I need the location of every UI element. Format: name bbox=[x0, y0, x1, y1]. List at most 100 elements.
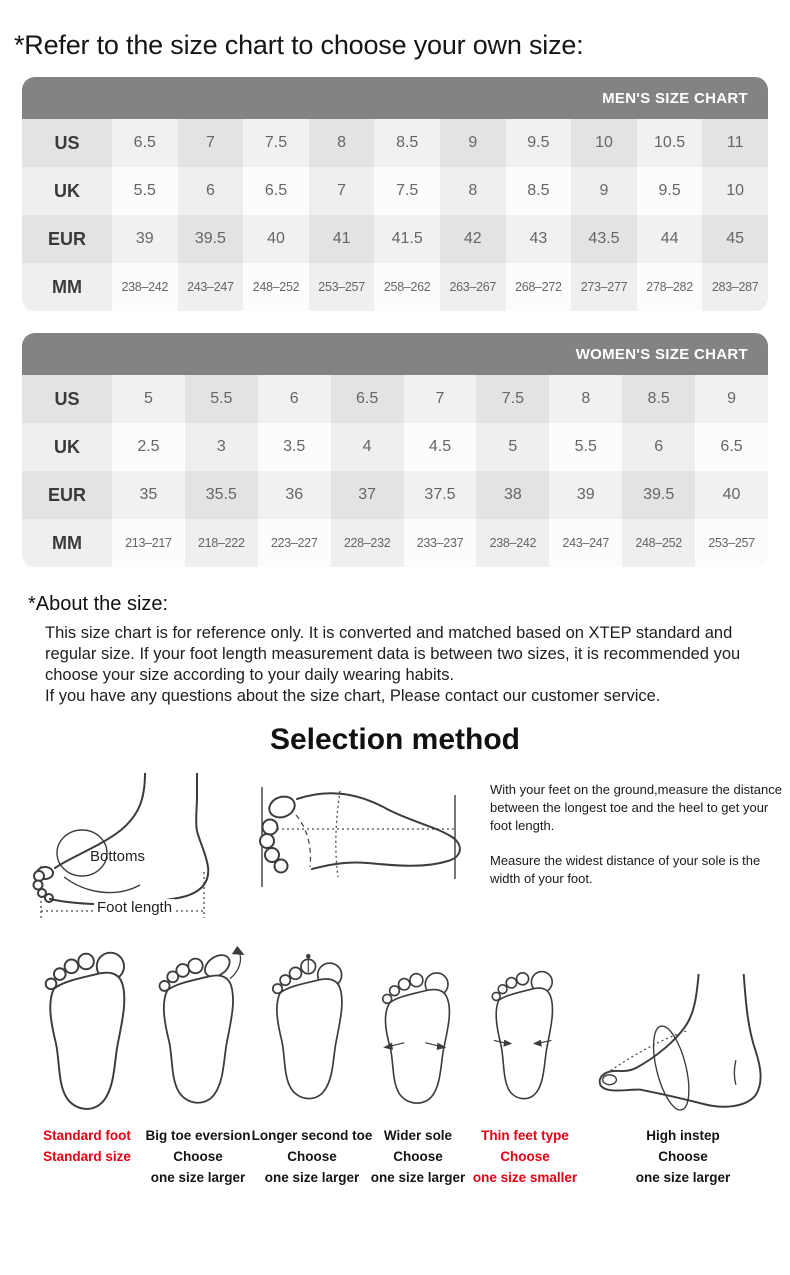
size-cell: 283–287 bbox=[702, 263, 768, 311]
foot-top-view-drawing bbox=[259, 787, 461, 887]
size-cell: 5 bbox=[476, 423, 550, 471]
size-cell: 10.5 bbox=[636, 119, 703, 167]
size-cell: 35 bbox=[112, 471, 185, 519]
size-cell: 243–247 bbox=[177, 263, 244, 311]
size-cell: 3 bbox=[184, 423, 258, 471]
mens-size-chart-header: MEN'S SIZE CHART bbox=[22, 77, 768, 119]
womens-size-chart-table: WOMEN'S SIZE CHART US 5 5.5 6 6.5 7 7.5 8 8.5 9 UK… bbox=[22, 333, 768, 567]
size-cell: 43 bbox=[505, 215, 572, 263]
foot-types-section: Standard foot Standard size Big toe eversi… bbox=[0, 938, 790, 1238]
size-cell: 7 bbox=[308, 167, 375, 215]
size-row-label: US bbox=[22, 375, 112, 423]
size-cell: 11 bbox=[702, 119, 768, 167]
size-row-uk: UK 2.5 3 3.5 4 4.5 5 5.5 6 6.5 bbox=[22, 423, 768, 471]
size-cell: 8.5 bbox=[505, 167, 572, 215]
size-cell: 8 bbox=[549, 375, 623, 423]
size-cell: 7 bbox=[403, 375, 477, 423]
foot-type-label: Standard foot Standard size bbox=[43, 1128, 131, 1164]
foot-type-label: Thin feet type Choose one size smaller bbox=[472, 1128, 578, 1185]
size-row-label: UK bbox=[22, 423, 112, 471]
size-cell: 6.5 bbox=[112, 119, 178, 167]
foot-top-view-diagram bbox=[252, 779, 480, 891]
size-row-label: EUR bbox=[22, 471, 112, 519]
size-cell: 228–232 bbox=[330, 519, 404, 567]
size-cell: 223–227 bbox=[257, 519, 331, 567]
size-cell: 7.5 bbox=[374, 167, 440, 215]
size-cell: 253–257 bbox=[308, 263, 375, 311]
size-cell: 39 bbox=[112, 215, 178, 263]
size-cell: 35.5 bbox=[184, 471, 258, 519]
about-size-line1: This size chart is for reference only. I… bbox=[45, 624, 741, 684]
standard-foot-diagram bbox=[32, 942, 144, 1122]
size-cell: 38 bbox=[476, 471, 550, 519]
size-row-eur: EUR 39 39.5 40 41 41.5 42 43 43.5 44 45 bbox=[22, 215, 768, 263]
size-cell: 258–262 bbox=[374, 263, 440, 311]
size-cell: 9.5 bbox=[636, 167, 703, 215]
size-cell: 9 bbox=[439, 119, 506, 167]
size-row-eur: EUR 35 35.5 36 37 37.5 38 39 39.5 40 bbox=[22, 471, 768, 519]
size-cell: 8 bbox=[308, 119, 375, 167]
high-instep-diagram bbox=[588, 974, 776, 1116]
foot-type-label: High instep Choose one size larger bbox=[635, 1128, 731, 1185]
page-title: *Refer to the size chart to choose your … bbox=[14, 30, 584, 60]
size-cell: 218–222 bbox=[184, 519, 258, 567]
foot-side-view-drawing bbox=[32, 773, 210, 918]
size-cell: 3.5 bbox=[257, 423, 331, 471]
size-cell: 10 bbox=[571, 119, 637, 167]
size-cell: 41.5 bbox=[374, 215, 440, 263]
size-row-label: MM bbox=[22, 519, 112, 567]
big-toe-eversion-diagram bbox=[150, 940, 250, 1120]
size-cell: 36 bbox=[257, 471, 331, 519]
size-cell: 248–252 bbox=[622, 519, 696, 567]
size-cell: 8.5 bbox=[374, 119, 440, 167]
size-cell: 6 bbox=[257, 375, 331, 423]
size-cell: 2.5 bbox=[112, 423, 185, 471]
size-cell: 7.5 bbox=[476, 375, 550, 423]
size-row-uk: UK 5.5 6 6.5 7 7.5 8 8.5 9 9.5 10 bbox=[22, 167, 768, 215]
size-cell: 238–242 bbox=[112, 263, 178, 311]
size-row-label: MM bbox=[22, 263, 112, 311]
size-cell: 6.5 bbox=[243, 167, 309, 215]
size-cell: 9.5 bbox=[505, 119, 572, 167]
mens-size-chart-body: US 6.5 7 7.5 8 8.5 9 9.5 10 10.5 11 UK 5.5 6 6.5 7 7.5 8 8… bbox=[22, 119, 768, 311]
size-cell: 39.5 bbox=[622, 471, 696, 519]
size-cell: 8.5 bbox=[622, 375, 696, 423]
measure-tip-width: Measure the widest distance of your sole… bbox=[490, 853, 761, 886]
womens-size-chart-body: US 5 5.5 6 6.5 7 7.5 8 8.5 9 UK 2.5 3 3.5 4 4.5 5 5.5 6 6.5… bbox=[22, 375, 768, 567]
size-cell: 6.5 bbox=[330, 375, 404, 423]
size-cell: 7.5 bbox=[243, 119, 309, 167]
size-cell: 8 bbox=[439, 167, 506, 215]
size-row-us: US 6.5 7 7.5 8 8.5 9 9.5 10 10.5 11 bbox=[22, 119, 768, 167]
foot-side-view-diagram: Bottoms Foot length bbox=[28, 773, 243, 923]
size-cell: 44 bbox=[636, 215, 703, 263]
size-cell: 278–282 bbox=[636, 263, 703, 311]
size-cell: 263–267 bbox=[439, 263, 506, 311]
size-row-mm: MM 238–242 243–247 248–252 253–257 258–262 263… bbox=[22, 263, 768, 311]
size-cell: 45 bbox=[702, 215, 768, 263]
size-cell: 37 bbox=[330, 471, 404, 519]
measurement-diagrams: Bottoms Foot length With your feet on th… bbox=[0, 773, 790, 923]
size-cell: 5 bbox=[112, 375, 185, 423]
size-cell: 40 bbox=[695, 471, 768, 519]
size-cell: 273–277 bbox=[571, 263, 637, 311]
size-cell: 9 bbox=[571, 167, 637, 215]
size-cell: 6 bbox=[622, 423, 696, 471]
size-cell: 253–257 bbox=[695, 519, 768, 567]
size-cell: 9 bbox=[695, 375, 768, 423]
womens-size-chart-title: WOMEN'S SIZE CHART bbox=[575, 345, 748, 363]
about-size-line2: If you have any questions about the size… bbox=[45, 687, 661, 705]
size-cell: 243–247 bbox=[549, 519, 623, 567]
size-cell: 238–242 bbox=[476, 519, 550, 567]
size-row-label: US bbox=[22, 119, 112, 167]
size-row-label: UK bbox=[22, 167, 112, 215]
longer-second-toe-diagram bbox=[263, 942, 357, 1120]
size-cell: 39 bbox=[549, 471, 623, 519]
size-cell: 213–217 bbox=[112, 519, 185, 567]
size-cell: 6.5 bbox=[695, 423, 768, 471]
foot-type-label: Big toe eversion Choose one size larger bbox=[145, 1128, 251, 1185]
selection-method-heading: Selection method bbox=[269, 723, 521, 756]
size-cell: 5.5 bbox=[112, 167, 178, 215]
size-cell: 6 bbox=[177, 167, 244, 215]
wider-sole-diagram bbox=[373, 964, 463, 1114]
size-row-mm: MM 213–217 218–222 223–227 228–232 233–237 238… bbox=[22, 519, 768, 567]
